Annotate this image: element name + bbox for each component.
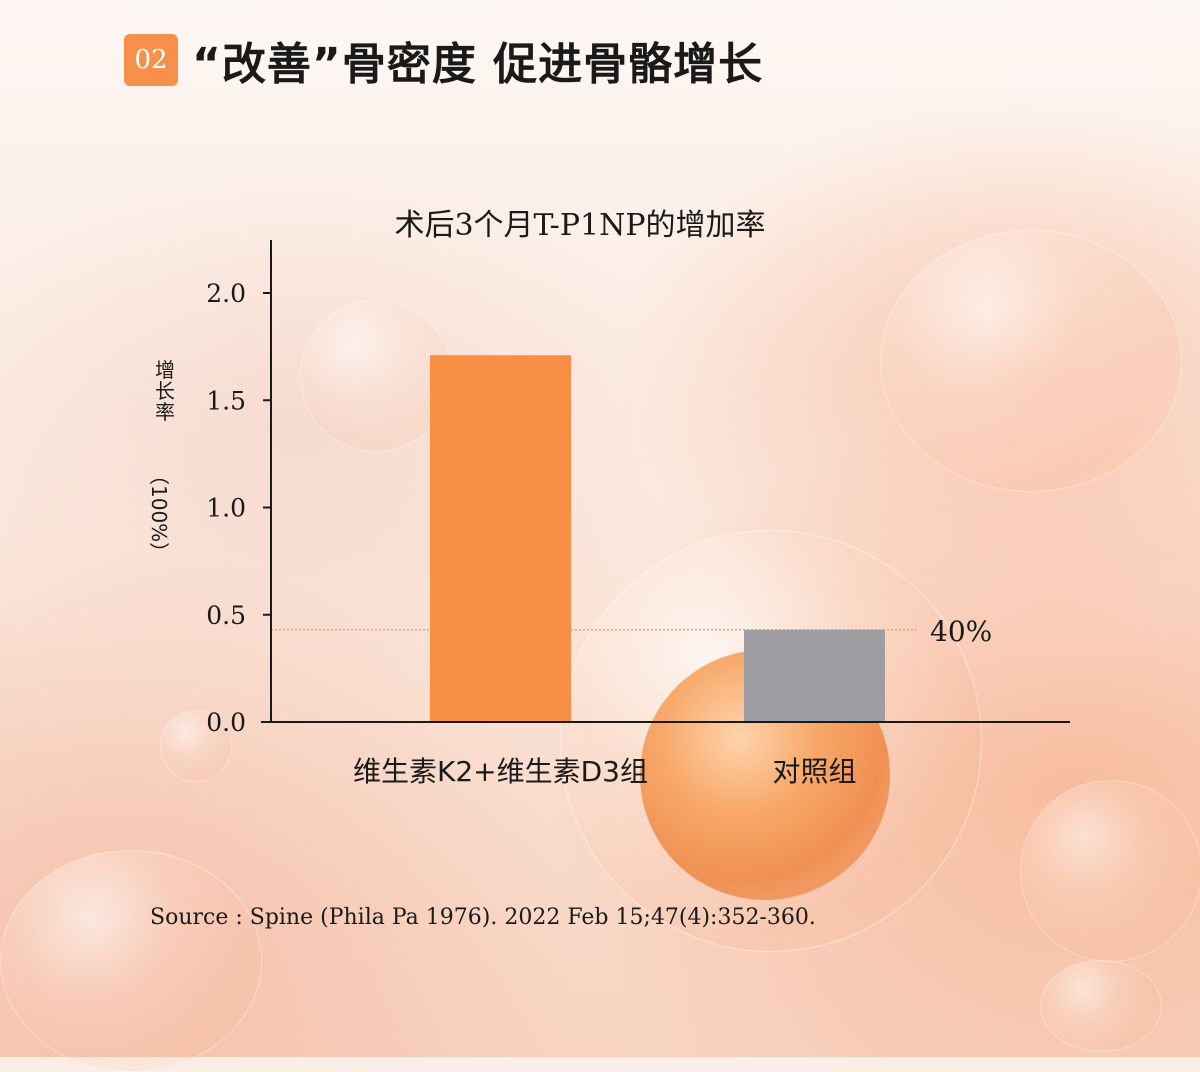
y-tick-label: 2.0	[206, 279, 246, 308]
bubble-decoration	[880, 230, 1182, 492]
reference-line-label: 40%	[930, 615, 992, 648]
y-axis-label: 增长率	[155, 358, 175, 424]
x-tick-label: 维生素K2+维生素D3组	[353, 755, 648, 788]
y-tick-label: 1.0	[206, 494, 246, 523]
bubble-decoration	[160, 710, 232, 782]
bubble-decoration	[300, 300, 452, 452]
page-headline: “改善”骨密度 促进骨骼增长	[192, 39, 764, 90]
bar-2	[744, 629, 885, 722]
source-citation: Source : Spine (Phila Pa 1976). 2022 Feb…	[150, 905, 816, 930]
y-tick-label: 0.0	[206, 708, 246, 737]
bubble-decoration	[1040, 960, 1162, 1052]
bubble-decoration	[1020, 780, 1200, 962]
bar-1	[430, 355, 571, 722]
header: 02 “改善”骨密度 促进骨骼增长	[124, 28, 763, 92]
x-tick-label: 对照组	[772, 755, 856, 788]
chart-title: 术后3个月T-P1NP的增加率	[394, 208, 766, 243]
section-number-badge: 02	[124, 34, 178, 86]
y-tick-label: 0.5	[206, 601, 246, 630]
y-tick-label: 1.5	[206, 386, 246, 415]
